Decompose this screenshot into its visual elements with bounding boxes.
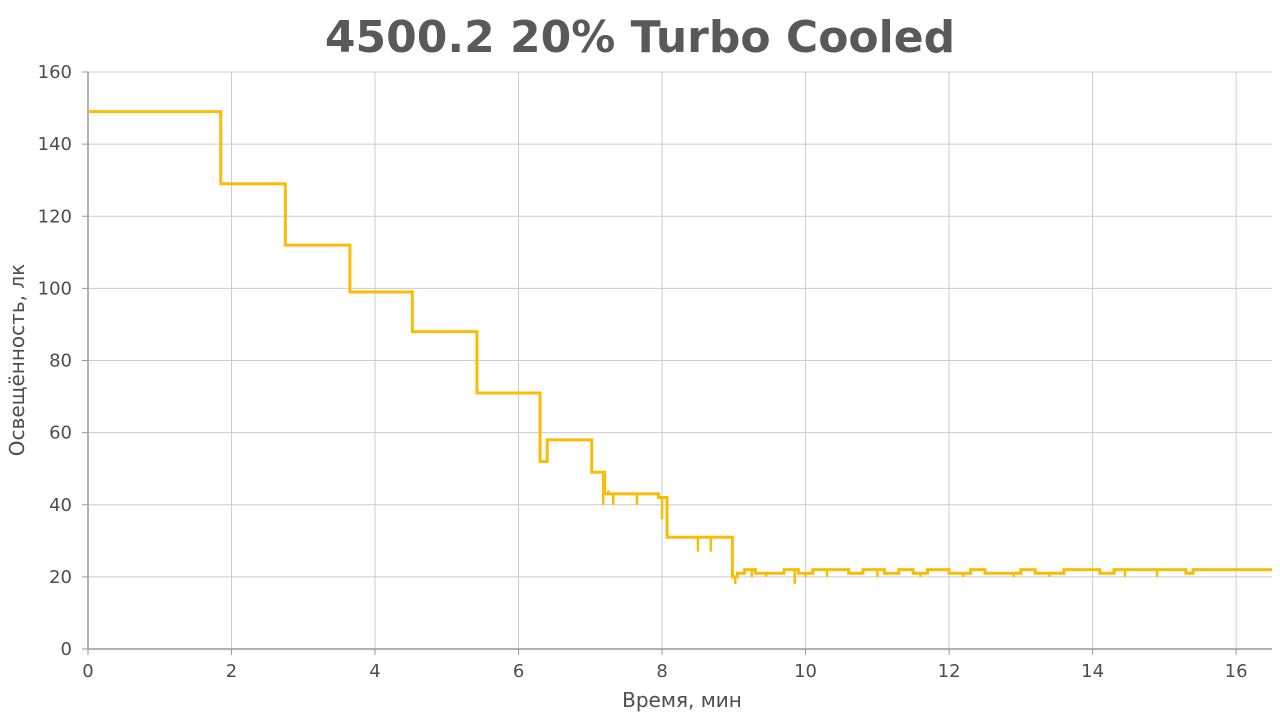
x-tick-label: 10 <box>794 661 817 682</box>
y-tick-label: 60 <box>49 423 72 444</box>
y-tick-label: 0 <box>61 639 72 660</box>
x-tick-label: 2 <box>226 661 237 682</box>
y-axis-title: Освещённость, лк <box>5 264 29 456</box>
x-tick-label: 8 <box>656 661 667 682</box>
series-layer <box>88 110 1272 585</box>
grid-lines <box>88 71 1272 649</box>
y-tick-label: 120 <box>38 206 72 227</box>
axes <box>82 71 1272 655</box>
x-tick-label: 4 <box>369 661 380 682</box>
y-tick-label: 80 <box>49 351 72 372</box>
chart-title: 4500.2 20% Turbo Cooled <box>324 12 956 63</box>
series-line <box>88 110 1272 579</box>
y-tick-label: 20 <box>49 567 72 588</box>
x-tick-label: 0 <box>82 661 93 682</box>
x-tick-label: 6 <box>513 661 524 682</box>
x-tick-label: 16 <box>1225 661 1248 682</box>
y-tick-label: 160 <box>38 62 72 83</box>
y-tick-label: 100 <box>38 278 72 299</box>
y-tick-label: 40 <box>49 495 72 516</box>
x-axis-title: Время, мин <box>622 688 742 712</box>
y-tick-label: 140 <box>38 134 72 155</box>
x-tick-label: 12 <box>938 661 961 682</box>
x-tick-label: 14 <box>1081 661 1104 682</box>
